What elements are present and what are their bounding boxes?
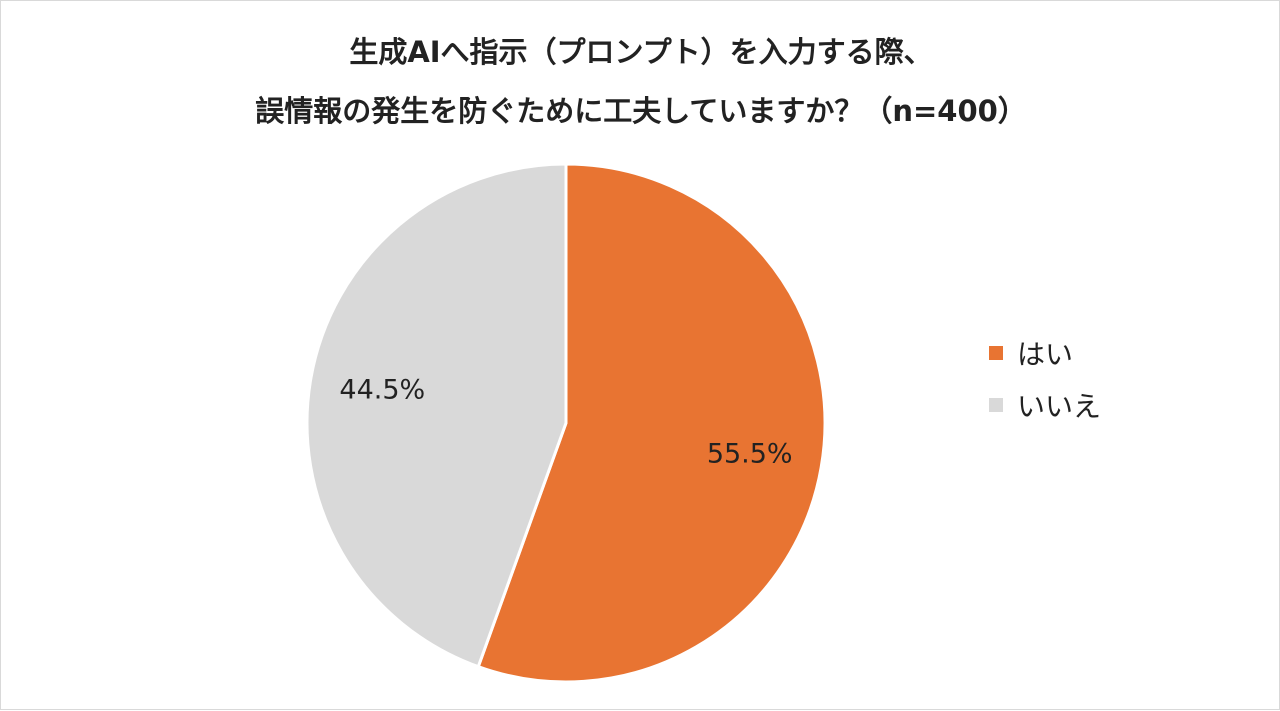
legend-label-no: いいえ — [1017, 390, 1102, 423]
pie-slice-no — [305, 162, 568, 669]
legend-swatch-yes — [989, 346, 1003, 360]
chart-subtitle: 誤情報の発生を防ぐために工夫していますか？（n=400） — [255, 94, 1027, 128]
pie-slice-yes — [476, 162, 827, 684]
legend-label-yes: はい — [1017, 338, 1074, 371]
legend: はい いいえ — [989, 327, 1101, 431]
data-label-no: 44.5% — [339, 374, 425, 405]
legend-swatch-no — [989, 398, 1003, 412]
legend-item-no: いいえ — [989, 379, 1101, 431]
legend-item-yes: はい — [989, 327, 1101, 379]
data-label-yes: 55.5% — [707, 439, 793, 470]
chart-title: 生成AIへ指示（プロンプト）を入力する際、 — [349, 35, 933, 69]
